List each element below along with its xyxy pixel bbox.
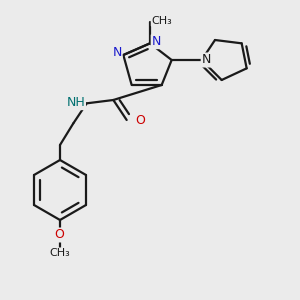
- Text: NH: NH: [66, 96, 85, 109]
- Text: CH₃: CH₃: [49, 248, 70, 258]
- Text: O: O: [54, 229, 64, 242]
- Text: O: O: [135, 114, 145, 127]
- Text: N: N: [152, 35, 161, 48]
- Text: N: N: [112, 46, 122, 59]
- Text: N: N: [202, 53, 211, 67]
- Text: CH₃: CH₃: [152, 16, 172, 26]
